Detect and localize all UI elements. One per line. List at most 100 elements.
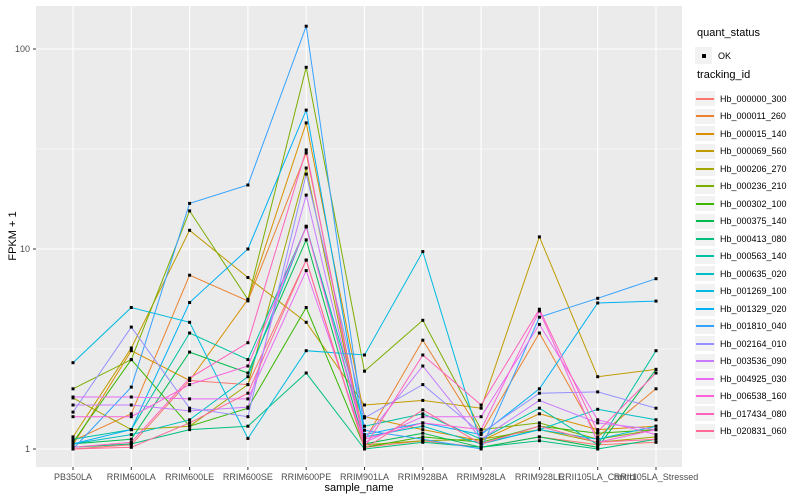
data-point <box>421 424 425 428</box>
data-point <box>596 435 600 439</box>
data-point <box>421 364 425 368</box>
legend-line-swatch-icon <box>695 108 715 124</box>
series-color-line <box>696 167 714 170</box>
data-point <box>421 383 425 387</box>
data-point <box>246 276 250 279</box>
data-point <box>421 250 425 254</box>
legend-item: Hb_000563_140 <box>695 248 787 266</box>
series-color-line <box>696 97 714 100</box>
legend-label: Hb_001329_020 <box>720 303 787 314</box>
data-point <box>188 209 192 213</box>
data-point <box>363 442 366 446</box>
data-point <box>304 24 308 28</box>
data-point <box>304 172 308 176</box>
data-point <box>246 364 250 368</box>
data-point <box>479 403 483 407</box>
series-color-line <box>696 290 714 293</box>
data-point <box>246 247 250 251</box>
legend-label: Hb_003536_090 <box>720 356 787 367</box>
legend-label: Hb_000000_300 <box>720 93 787 104</box>
data-point <box>188 424 192 428</box>
data-point <box>596 301 600 305</box>
data-point <box>71 445 75 449</box>
data-point <box>246 297 250 301</box>
legend-item: Hb_001810_040 <box>695 318 787 336</box>
data-point <box>479 442 483 446</box>
data-point <box>304 269 308 273</box>
legend-label: Hb_002164_010 <box>720 338 787 349</box>
data-point <box>246 405 250 409</box>
data-point <box>654 437 658 441</box>
y-axis-title: FPKM + 1 <box>7 211 19 261</box>
data-point <box>246 424 250 428</box>
data-point <box>129 415 133 419</box>
data-point <box>129 346 133 350</box>
legend-item: Hb_000206_270 <box>695 160 787 178</box>
legend-label: Hb_001269_100 <box>720 286 787 297</box>
legend-label: Hb_000302_100 <box>720 198 787 209</box>
series-color-line <box>696 307 714 310</box>
legend-item: Hb_000375_140 <box>695 213 787 231</box>
data-point <box>654 371 658 375</box>
series-color-line <box>696 150 714 153</box>
data-point <box>304 166 308 170</box>
data-point <box>363 353 366 357</box>
data-point <box>129 395 133 399</box>
data-point <box>188 406 192 410</box>
data-point <box>596 407 600 411</box>
legend-item: Hb_000413_080 <box>695 230 787 248</box>
data-point <box>537 421 541 425</box>
legend-line-swatch-icon <box>695 248 715 264</box>
y-tick-label: 100 <box>15 44 30 54</box>
data-point <box>363 437 366 441</box>
legend-label: Hb_000375_140 <box>720 216 787 227</box>
data-point <box>129 445 133 449</box>
legend-label: Hb_001810_040 <box>720 321 787 332</box>
data-point <box>479 445 483 449</box>
data-point <box>188 397 192 401</box>
data-point <box>129 403 133 407</box>
data-point <box>479 406 483 410</box>
data-point <box>129 437 133 441</box>
data-point <box>421 398 425 402</box>
x-tick-label: RRIM600LE <box>165 472 214 482</box>
data-point <box>421 431 425 435</box>
legend-item: Hb_000635_020 <box>695 265 787 283</box>
x-tick-label: RRIM600PE <box>281 472 331 482</box>
data-point <box>71 361 75 365</box>
data-point <box>421 318 425 322</box>
data-point <box>479 447 483 451</box>
data-point <box>129 385 133 389</box>
legend-label: Hb_000206_270 <box>720 163 787 174</box>
data-point <box>421 437 425 441</box>
data-point <box>537 424 541 428</box>
data-point <box>596 447 600 451</box>
data-point <box>363 369 366 373</box>
legend-item: Hb_000015_140 <box>695 125 787 143</box>
x-tick-label: RRII105LA_Control <box>559 472 637 482</box>
legend-label: Hb_000015_140 <box>720 128 787 139</box>
legend-line-swatch-icon <box>695 371 715 387</box>
data-point <box>71 435 75 439</box>
data-point <box>654 277 658 281</box>
legend-item: Hb_004925_030 <box>695 370 787 388</box>
series-color-line <box>696 202 714 205</box>
x-tick-label: RRII105LA_Stressed <box>614 472 699 482</box>
x-tick-label: RRIM928LA <box>457 472 506 482</box>
legend-label: Hb_020831_060 <box>720 426 787 437</box>
data-point <box>537 309 541 313</box>
data-point <box>479 428 483 432</box>
tracking-id-legend-list: Hb_000000_300 Hb_000011_260 Hb_000015_140 H… <box>695 90 787 440</box>
legend-item: Hb_003536_090 <box>695 353 787 371</box>
data-point <box>479 437 483 441</box>
data-point <box>363 403 366 407</box>
data-point <box>537 412 541 416</box>
series-color-line <box>696 360 714 363</box>
data-point <box>479 415 483 419</box>
data-point <box>304 238 308 242</box>
series-color-line <box>696 115 714 118</box>
legend-line-swatch-icon <box>695 388 715 404</box>
x-tick-label: PB350LA <box>54 472 92 482</box>
data-point <box>188 383 192 387</box>
